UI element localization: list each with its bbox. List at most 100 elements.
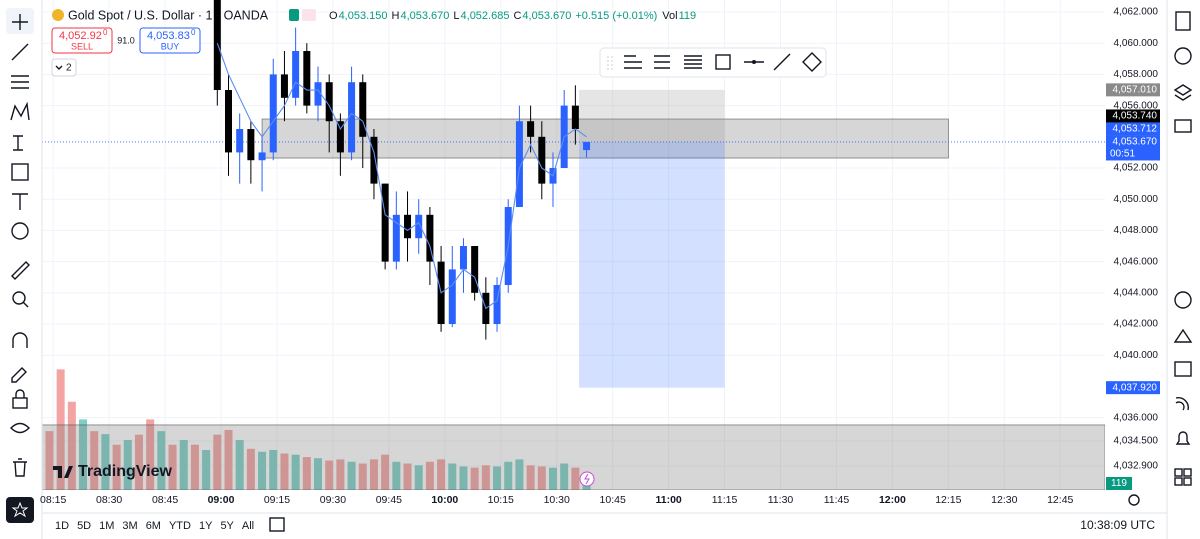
candle-body xyxy=(292,51,300,98)
range-button[interactable]: 3M xyxy=(122,520,137,532)
tool-icon[interactable] xyxy=(802,52,822,72)
visibility-tool[interactable] xyxy=(10,422,30,434)
favorites[interactable] xyxy=(6,497,34,523)
candle-body xyxy=(583,141,591,151)
range-button[interactable]: 6M xyxy=(146,520,161,532)
drawing-toolbar xyxy=(599,47,827,78)
volume-bar xyxy=(336,459,345,490)
range-button[interactable]: 5Y xyxy=(220,520,234,532)
tool-icon[interactable] xyxy=(624,55,642,69)
range-button[interactable]: YTD xyxy=(169,520,191,532)
text-tool[interactable] xyxy=(12,193,28,210)
lock-tool[interactable] xyxy=(12,397,28,409)
layers-count: 2 xyxy=(66,63,72,74)
rectangle-drawing[interactable] xyxy=(42,424,1105,490)
candle-body xyxy=(269,74,277,153)
ohlc-key: H xyxy=(392,10,400,22)
tool-icon[interactable] xyxy=(773,53,791,71)
tool-icon[interactable] xyxy=(654,55,670,69)
candle-body xyxy=(448,269,456,325)
apps-icon xyxy=(1183,477,1192,486)
tool-dot xyxy=(752,60,756,64)
volume-bar xyxy=(582,482,591,490)
price-label: 4,053.740 xyxy=(1113,111,1158,122)
candle-body xyxy=(348,82,356,153)
alerts-icon[interactable] xyxy=(1174,47,1192,65)
price-label-bg xyxy=(1106,83,1160,97)
chat-icon[interactable] xyxy=(1174,119,1192,133)
price-label-bg xyxy=(1106,109,1160,123)
symbol-title[interactable]: Gold Spot / U.S. Dollar · 1 · OANDA xyxy=(68,8,269,22)
settings-icon[interactable] xyxy=(1128,494,1140,506)
date-range-icon[interactable] xyxy=(269,517,285,532)
candle-body xyxy=(538,136,546,184)
volume-label: 119 xyxy=(1111,478,1127,489)
fib-tool[interactable] xyxy=(11,75,29,89)
volume-bar xyxy=(403,463,412,490)
x-tick-label: 11:45 xyxy=(824,494,850,506)
y-tick-label: 4,056.000 xyxy=(1114,100,1159,111)
notifications-icon[interactable] xyxy=(1175,431,1191,445)
volume-bar xyxy=(414,465,423,490)
range-button[interactable]: 5D xyxy=(77,520,91,532)
candle-body xyxy=(236,129,244,153)
x-tick-label: 10:15 xyxy=(488,494,514,506)
layers-toggle[interactable] xyxy=(51,58,77,77)
crosshair-tool[interactable] xyxy=(12,14,28,30)
buy-label: BUY xyxy=(161,41,180,51)
volume-bar xyxy=(246,448,255,490)
candle-body xyxy=(224,90,232,153)
badge xyxy=(289,9,299,21)
candle-body xyxy=(359,82,367,137)
emoji-tool[interactable] xyxy=(11,222,29,240)
candle-body xyxy=(370,136,378,184)
clock[interactable]: 10:38:09 UTC xyxy=(1080,518,1155,532)
apps-icon[interactable] xyxy=(1174,468,1183,477)
stream-icon[interactable] xyxy=(1175,397,1189,411)
pattern-tool[interactable] xyxy=(10,101,30,121)
zoom-tool[interactable] xyxy=(12,291,26,305)
watchlist-icon[interactable] xyxy=(1175,11,1191,31)
range-button[interactable]: 1D xyxy=(55,520,69,532)
calendar-icon[interactable] xyxy=(1174,361,1192,377)
shape-tool[interactable] xyxy=(11,163,29,181)
buy-button[interactable] xyxy=(139,27,201,54)
volume-label-bg xyxy=(1106,477,1132,490)
volume-bar xyxy=(213,434,222,490)
candle-body xyxy=(459,246,467,270)
volume-bar xyxy=(79,419,88,490)
x-tick-label: 09:15 xyxy=(264,494,290,506)
candle-body xyxy=(336,121,344,153)
range-button[interactable]: 1Y xyxy=(199,520,213,532)
hotlist-icon[interactable] xyxy=(1174,291,1192,309)
layers-icon[interactable] xyxy=(1173,84,1193,101)
magnet-tool[interactable] xyxy=(12,332,28,348)
ohlc-key: C xyxy=(513,10,521,22)
range-button[interactable]: 1M xyxy=(99,520,114,532)
price-label-bg xyxy=(1106,381,1160,395)
y-tick-label: 4,040.000 xyxy=(1114,350,1159,361)
apps-icon xyxy=(1174,477,1183,486)
ohlc-value: 4,053.670 xyxy=(522,10,571,22)
tool-icon[interactable] xyxy=(715,54,731,70)
ruler-tool[interactable] xyxy=(11,261,30,280)
lock-draw-tool[interactable] xyxy=(11,367,27,383)
position-stop-zone[interactable] xyxy=(579,141,725,388)
volume-bar xyxy=(202,449,211,490)
line-tool[interactable] xyxy=(11,43,29,61)
volume-bar xyxy=(302,457,311,490)
volume-bar xyxy=(481,465,490,490)
sell-button[interactable] xyxy=(51,27,113,54)
tool-icon[interactable] xyxy=(684,55,702,69)
volume-bar xyxy=(425,461,434,490)
ideas-icon[interactable] xyxy=(1173,328,1193,343)
volume-bar xyxy=(258,451,267,490)
price-label-bg xyxy=(1106,122,1160,136)
range-button[interactable]: All xyxy=(242,520,254,532)
candle-body xyxy=(471,246,479,293)
projection-tool[interactable] xyxy=(13,135,23,151)
position-target-zone[interactable] xyxy=(579,89,725,142)
ohlc-value: 4,052.685 xyxy=(461,10,510,22)
delete-tool[interactable] xyxy=(13,458,27,477)
